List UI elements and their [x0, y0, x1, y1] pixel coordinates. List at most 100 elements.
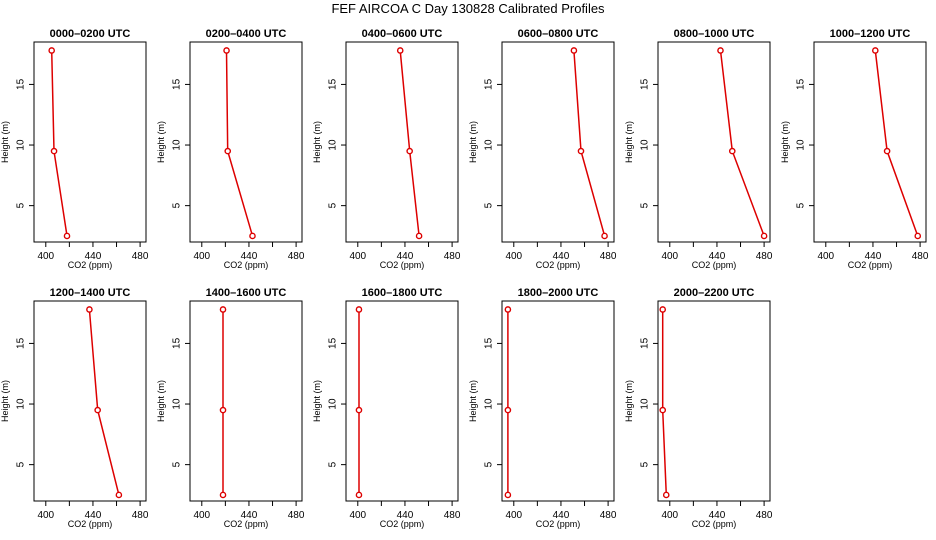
plot-frame — [657, 300, 771, 502]
x-tick-label: 480 — [912, 251, 929, 262]
x-tick-label: 480 — [444, 510, 461, 521]
panel-title: 0400–0600 UTC — [362, 28, 443, 40]
data-point — [577, 147, 585, 155]
data-point — [355, 306, 363, 313]
x-tick-label: 440 — [397, 251, 414, 262]
x-tick-label: 440 — [397, 510, 414, 521]
data-point — [396, 47, 404, 54]
y-axis-label: Height (m) — [624, 121, 634, 163]
y-tick-label: 15 — [172, 337, 183, 349]
data-point — [570, 47, 578, 54]
x-axis-label: CO2 (ppm) — [224, 519, 269, 529]
x-axis-label: CO2 (ppm) — [536, 519, 581, 529]
data-point — [94, 406, 101, 414]
chart-panel: 1400–1600 UTC 400 440 480 5 10 15 CO2 (ppm) Heig… — [156, 287, 305, 529]
x-tick-label: 440 — [85, 251, 102, 262]
data-point — [50, 147, 58, 155]
plot-frame — [345, 41, 459, 243]
y-tick-label: 15 — [484, 337, 495, 349]
data-point — [659, 406, 667, 414]
x-tick-label: 480 — [444, 251, 461, 262]
chart-panel: 0600–0800 UTC 400 440 480 5 10 15 CO2 (ppm) Heig… — [468, 28, 617, 270]
panel-title: 1200–1400 UTC — [50, 287, 131, 299]
data-point — [249, 232, 256, 240]
x-tick-label: 440 — [709, 510, 726, 521]
y-tick-label: 15 — [16, 78, 27, 90]
data-point — [219, 491, 227, 499]
y-tick-label: 10 — [328, 398, 339, 410]
y-tick-label: 5 — [16, 461, 27, 467]
y-axis-label: Height (m) — [780, 121, 790, 163]
data-point — [219, 306, 227, 313]
y-tick-label: 10 — [172, 398, 183, 410]
x-tick-label: 400 — [349, 510, 366, 521]
panel-title: 1400–1600 UTC — [206, 287, 287, 299]
x-axis-label: CO2 (ppm) — [692, 519, 737, 529]
x-tick-label: 400 — [505, 251, 522, 262]
y-tick-label: 10 — [328, 139, 339, 151]
chart-panel: 0400–0600 UTC 400 440 480 5 10 15 CO2 (ppm) Heig… — [312, 28, 461, 270]
panel-title: 1000–1200 UTC — [830, 28, 911, 40]
x-tick-label: 400 — [37, 510, 54, 521]
data-point — [63, 232, 71, 240]
x-axis-label: CO2 (ppm) — [848, 260, 893, 270]
y-tick-label: 5 — [328, 461, 339, 467]
plot-frame — [501, 300, 615, 502]
x-tick-label: 480 — [288, 510, 305, 521]
data-point — [224, 147, 232, 155]
data-point — [601, 232, 608, 240]
data-point — [504, 491, 512, 499]
plot-frame — [501, 41, 615, 243]
x-tick-label: 400 — [349, 251, 366, 262]
data-point — [223, 47, 230, 54]
x-tick-label: 480 — [132, 510, 149, 521]
profile-line — [399, 50, 420, 236]
x-axis-label: CO2 (ppm) — [380, 519, 425, 529]
data-point — [914, 232, 922, 240]
x-axis-label: CO2 (ppm) — [68, 519, 113, 529]
profile-line — [50, 50, 68, 237]
profile-line — [573, 50, 606, 237]
chart-panel: 1000–1200 UTC 400 440 480 5 10 15 CO2 (ppm) Heig… — [780, 28, 929, 270]
y-tick-label: 10 — [16, 398, 27, 410]
x-axis-label: CO2 (ppm) — [224, 260, 269, 270]
chart-panel: 2000–2200 UTC 400 440 480 5 10 15 CO2 (ppm) Heig… — [624, 287, 773, 529]
data-point — [219, 406, 227, 414]
y-axis-label: Height (m) — [156, 380, 166, 422]
y-tick-label: 15 — [328, 78, 339, 90]
x-tick-label: 440 — [553, 510, 570, 521]
y-tick-label: 5 — [640, 202, 651, 208]
y-tick-label: 5 — [484, 202, 495, 208]
x-tick-label: 440 — [865, 251, 882, 262]
chart-panel: 1200–1400 UTC 400 440 480 5 10 15 CO2 (ppm) Heig… — [0, 287, 149, 529]
x-tick-label: 480 — [600, 510, 617, 521]
y-tick-label: 15 — [640, 337, 651, 349]
data-point — [504, 406, 512, 414]
data-point — [48, 47, 55, 54]
y-tick-label: 10 — [484, 398, 495, 410]
y-axis-label: Height (m) — [312, 121, 322, 163]
x-axis-label: CO2 (ppm) — [536, 260, 581, 270]
y-tick-label: 10 — [484, 139, 495, 151]
profile-line — [225, 50, 254, 237]
x-tick-label: 400 — [661, 251, 678, 262]
x-tick-label: 480 — [132, 251, 149, 262]
panel-title: 2000–2200 UTC — [674, 287, 755, 299]
chart-panel: 1800–2000 UTC 400 440 480 5 10 15 CO2 (ppm) Heig… — [468, 287, 617, 529]
x-tick-label: 400 — [193, 251, 210, 262]
plot-frame — [657, 41, 771, 243]
chart-panel: 0800–1000 UTC 400 440 480 5 10 15 CO2 (ppm) Heig… — [624, 28, 773, 270]
y-tick-label: 5 — [796, 202, 807, 208]
y-tick-label: 15 — [640, 78, 651, 90]
y-tick-label: 5 — [640, 461, 651, 467]
data-point — [883, 147, 891, 155]
y-tick-label: 5 — [172, 461, 183, 467]
plot-frame — [189, 300, 303, 502]
x-tick-label: 480 — [600, 251, 617, 262]
profile-line — [88, 309, 120, 496]
y-tick-label: 10 — [640, 398, 651, 410]
figure-title: FEF AIRCOA C Day 130828 Calibrated Profi… — [331, 1, 605, 16]
data-point — [355, 491, 363, 499]
x-tick-label: 440 — [553, 251, 570, 262]
